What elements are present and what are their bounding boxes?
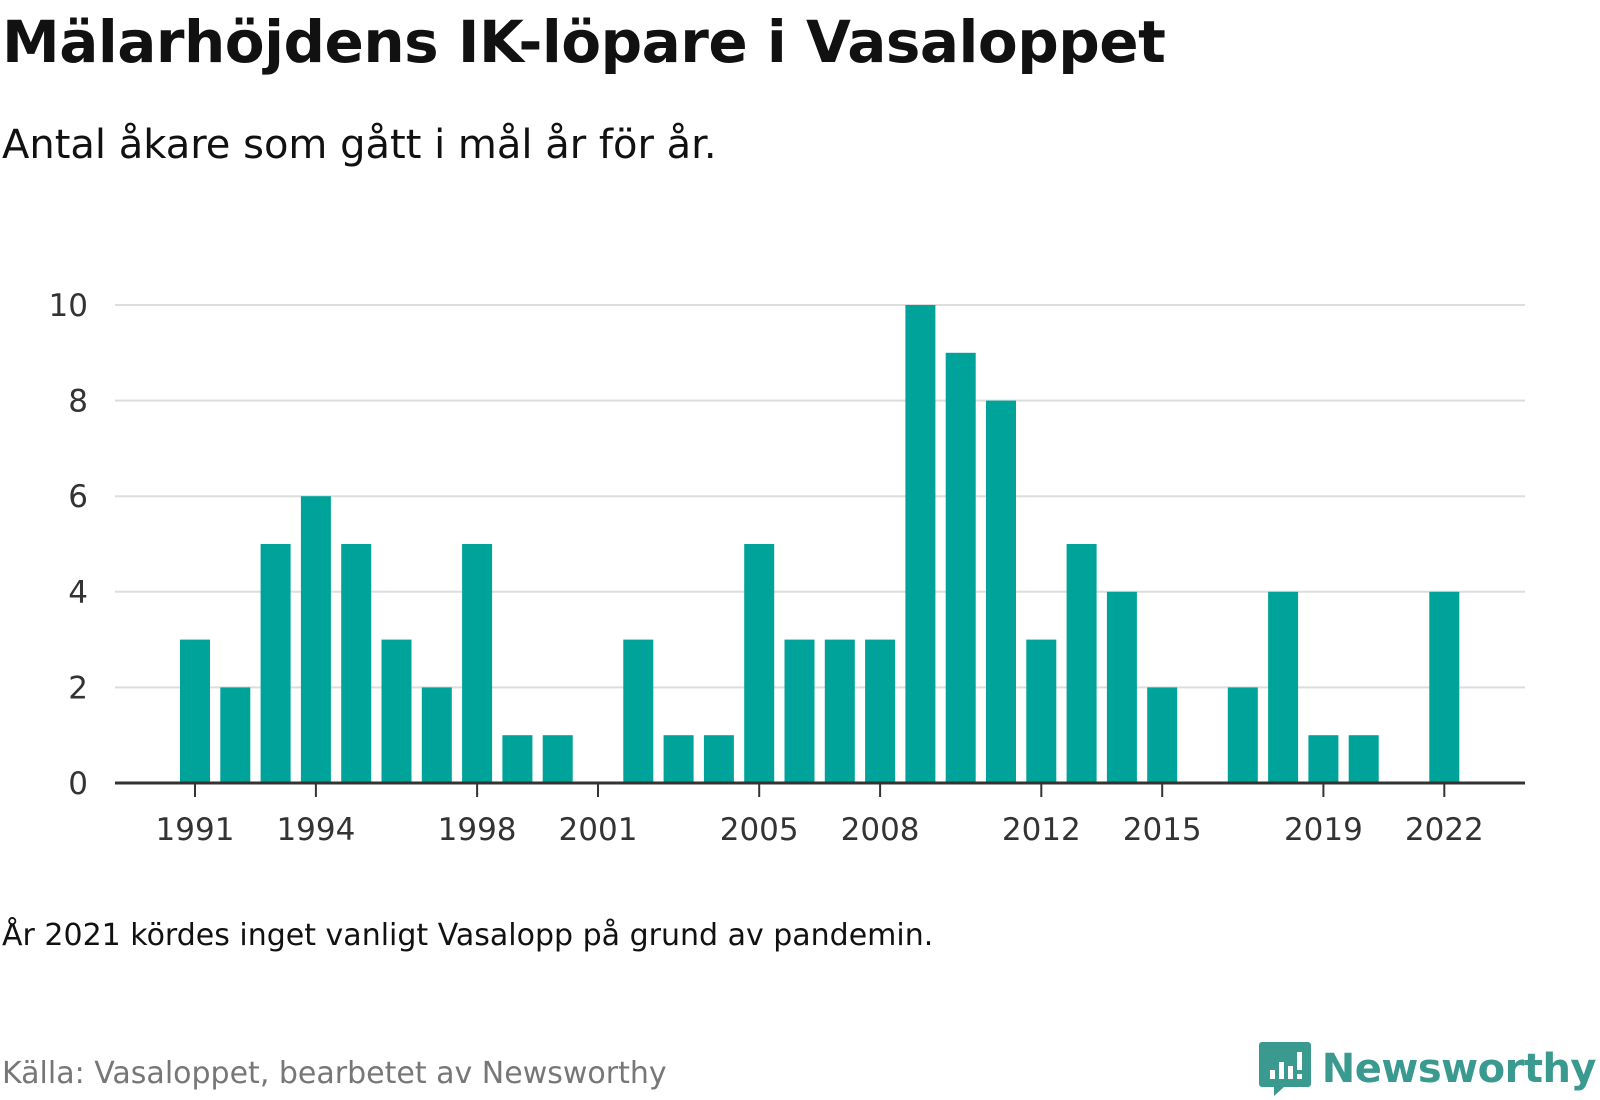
source-credit: Källa: Vasaloppet, bearbetet av Newswort… (2, 1056, 667, 1091)
bar-2000[interactable] (542, 735, 573, 783)
x-tick-label: 2022 (1405, 812, 1484, 848)
bar-2009[interactable] (905, 305, 936, 783)
bar-1996[interactable] (381, 639, 412, 783)
bar-1998[interactable] (462, 544, 493, 783)
bar-1991[interactable] (180, 639, 210, 783)
y-tick-label: 6 (68, 479, 88, 515)
bar-1993[interactable] (260, 544, 291, 783)
bar-2006[interactable] (784, 639, 815, 783)
brand-logo[interactable]: Newsworthy (1258, 1040, 1597, 1098)
y-tick-label: 2 (68, 670, 88, 706)
brand-name: Newsworthy (1321, 1046, 1597, 1092)
x-tick-label: 1998 (438, 812, 517, 848)
y-tick-labels: 0 2 4 6 8 10 (49, 288, 88, 802)
bar-1992[interactable] (220, 687, 251, 783)
bar-2011[interactable] (986, 400, 1016, 783)
x-tick-label: 2012 (1002, 812, 1081, 848)
y-tick-label: 0 (68, 766, 88, 802)
bar-2007[interactable] (824, 639, 855, 783)
x-tick-label: 2008 (841, 812, 920, 848)
x-tick-label: 2001 (559, 812, 638, 848)
y-tick-label: 4 (68, 575, 88, 611)
bar-2005[interactable] (744, 544, 775, 783)
bar-2012[interactable] (1026, 639, 1057, 783)
bar-2020[interactable] (1348, 735, 1379, 783)
x-tick-label: 1994 (276, 812, 355, 848)
bar-1994[interactable] (300, 496, 331, 783)
chart-title: Mälarhöjdens IK-löpare i Vasaloppet (2, 8, 1166, 76)
x-tick-label: 2015 (1123, 812, 1202, 848)
bar-2010[interactable] (945, 352, 976, 783)
bar-chart: 0 2 4 6 8 10 1991 1994 1998 2001 2005 2008 2012 2015… (49, 288, 1525, 848)
x-tick-label: 2005 (720, 812, 799, 848)
newsworthy-logo-icon (1258, 1042, 1311, 1096)
x-tick-label: 1991 (156, 812, 235, 848)
bar-2018[interactable] (1268, 591, 1299, 783)
chart-subtitle: Antal åkare som gått i mål år för år. (2, 122, 717, 168)
x-axis (115, 781, 1525, 797)
bar-1995[interactable] (341, 544, 372, 783)
bar-2015[interactable] (1147, 687, 1178, 783)
x-tick-label: 2019 (1284, 812, 1363, 848)
bar-2014[interactable] (1106, 591, 1137, 783)
y-tick-label: 10 (49, 288, 88, 324)
footnote: År 2021 kördes inget vanligt Vasalopp på… (2, 918, 934, 953)
bars (180, 305, 1460, 783)
x-tick-labels: 1991 1994 1998 2001 2005 2008 2012 2015 2019 2022 (156, 812, 1484, 848)
bar-2002[interactable] (623, 639, 654, 783)
bar-1997[interactable] (421, 687, 452, 783)
bar-2019[interactable] (1308, 735, 1339, 783)
bar-2022[interactable] (1429, 591, 1460, 783)
bar-2004[interactable] (703, 735, 734, 783)
bar-1999[interactable] (502, 735, 533, 783)
bar-2017[interactable] (1227, 687, 1258, 783)
y-tick-label: 8 (68, 384, 88, 420)
bar-2013[interactable] (1066, 544, 1097, 783)
bar-2003[interactable] (663, 735, 694, 783)
bar-2008[interactable] (865, 639, 896, 783)
